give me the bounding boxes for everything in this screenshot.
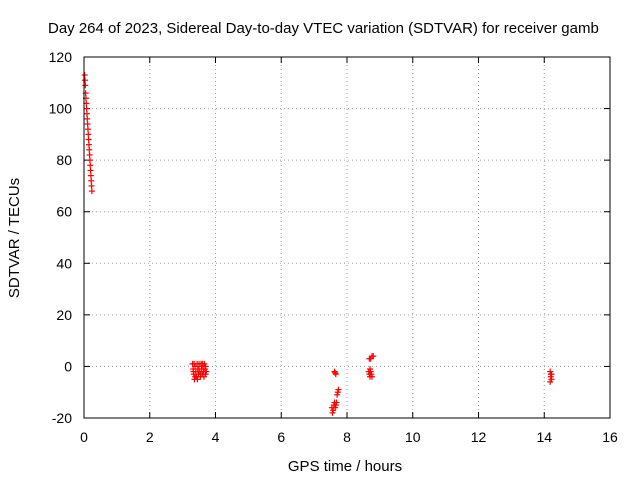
data-point <box>81 72 88 79</box>
data-point <box>87 162 94 169</box>
data-point <box>84 126 91 133</box>
data-point <box>85 136 92 143</box>
data-point <box>88 188 95 195</box>
x-axis-label: GPS time / hours <box>288 458 402 475</box>
y-tick-label: -20 <box>52 410 72 426</box>
axis-ticks: 0 2 4 6 8 10 12 14 16 -20 0 20 40 60 80 100 120 <box>49 49 618 445</box>
data-point <box>86 151 93 158</box>
x-tick-label: 16 <box>602 429 618 445</box>
data-point <box>87 172 94 179</box>
data-point <box>199 360 206 367</box>
y-tick-label: 20 <box>56 307 72 323</box>
data-points <box>81 72 555 416</box>
grid-lines <box>84 57 610 418</box>
data-point <box>367 366 374 373</box>
data-point <box>84 115 91 122</box>
data-point <box>86 157 93 164</box>
y-tick-label: 100 <box>49 101 73 117</box>
data-point <box>82 82 89 89</box>
data-point <box>548 371 555 378</box>
data-point <box>334 391 341 398</box>
y-tick-label: 120 <box>49 49 73 65</box>
data-point <box>332 369 339 376</box>
data-point <box>85 131 92 138</box>
y-tick-label: 40 <box>56 255 72 271</box>
y-tick-label: 60 <box>56 204 72 220</box>
x-tick-label: 0 <box>80 429 88 445</box>
data-point <box>370 353 377 360</box>
y-axis-label: SDTVAR / TECUs <box>6 178 23 298</box>
data-point <box>202 371 209 378</box>
data-point <box>88 177 95 184</box>
data-point <box>83 105 90 112</box>
data-point <box>85 141 92 148</box>
chart-title: Day 264 of 2023, Sidereal Day-to-day VTE… <box>48 20 599 37</box>
data-point <box>87 167 94 174</box>
data-point <box>195 368 202 375</box>
data-point <box>368 373 375 380</box>
data-point <box>332 371 339 378</box>
x-tick-label: 14 <box>536 429 552 445</box>
x-tick-label: 8 <box>343 429 351 445</box>
data-point <box>202 363 209 370</box>
data-point <box>329 409 336 416</box>
x-tick-label: 4 <box>212 429 220 445</box>
y-tick-label: 80 <box>56 152 72 168</box>
data-point <box>86 146 93 153</box>
data-point <box>547 378 554 385</box>
data-point <box>84 121 91 128</box>
x-tick-label: 2 <box>146 429 154 445</box>
data-point <box>88 182 95 189</box>
plot-frame <box>83 56 611 419</box>
x-tick-label: 10 <box>405 429 421 445</box>
data-point <box>83 110 90 117</box>
y-tick-label: 0 <box>64 358 72 374</box>
data-point <box>333 399 340 406</box>
data-point <box>335 386 342 393</box>
x-tick-label: 6 <box>277 429 285 445</box>
x-tick-label: 12 <box>471 429 487 445</box>
data-point <box>81 77 88 84</box>
data-point <box>192 373 199 380</box>
